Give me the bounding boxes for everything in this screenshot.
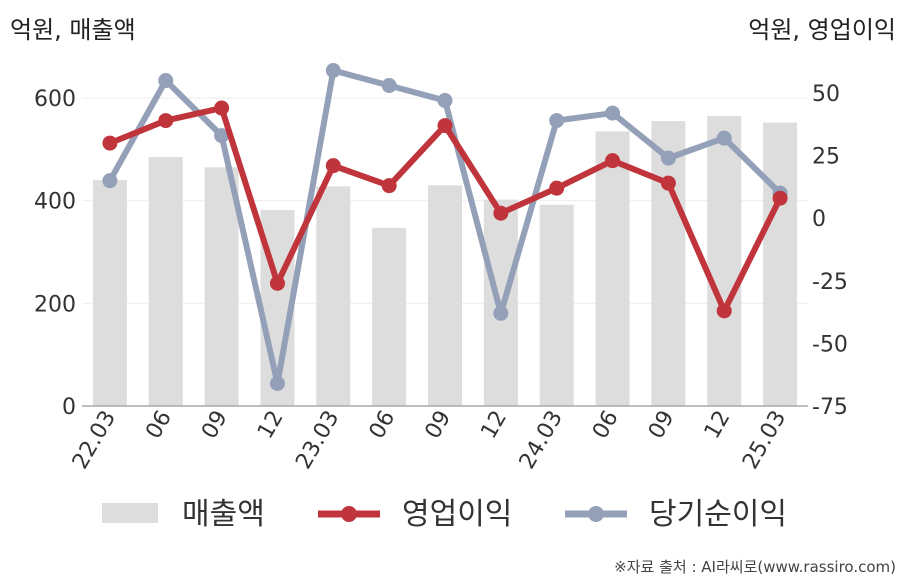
revenue-bar: [651, 121, 686, 406]
right-axis-unit: 억원, 영업이익: [748, 16, 896, 44]
x-tick-label: 12: [253, 407, 289, 444]
net-profit-point: [381, 78, 397, 94]
right-tick-label: 0: [812, 207, 826, 232]
operating-profit-point: [269, 275, 285, 291]
net-profit-point: [437, 93, 453, 109]
legend-label-operating: 영업이익: [402, 497, 512, 532]
legend-marker-net: [588, 506, 604, 522]
x-tick-label: 09: [197, 407, 233, 444]
net-profit-point: [158, 73, 174, 89]
net-profit-point: [660, 150, 676, 166]
net-profit-point: [716, 130, 732, 146]
x-tick-label: 12: [700, 407, 736, 444]
right-tick-label: 50: [812, 82, 840, 107]
operating-profit-point: [214, 100, 230, 116]
operating-profit-point: [158, 113, 174, 129]
operating-profit-point: [381, 178, 397, 194]
revenue-bars: [92, 115, 798, 406]
source-credit: ※자료 출처 : AI라씨로(www.rassiro.com): [614, 558, 896, 576]
x-tick-label: 06: [365, 407, 401, 444]
net-profit-point: [493, 305, 509, 321]
legend-label-net: 당기순이익: [649, 497, 787, 532]
right-tick-label: -75: [812, 395, 848, 420]
left-axis-unit: 억원, 매출액: [10, 16, 136, 44]
x-tick-label: 25.03: [738, 407, 791, 474]
net-profit-point: [102, 173, 118, 189]
revenue-bar: [92, 180, 127, 406]
net-profit-point: [325, 63, 341, 79]
legend-label-revenue: 매출액: [182, 497, 265, 532]
revenue-bar: [763, 122, 798, 406]
operating-profit-point: [772, 190, 788, 206]
revenue-bar: [595, 131, 630, 406]
operating-profit-point: [716, 303, 732, 319]
revenue-bar: [372, 227, 407, 406]
left-tick-label: 200: [34, 292, 76, 317]
right-tick-label: -50: [812, 332, 848, 357]
revenue-bar: [204, 167, 239, 406]
revenue-bar: [707, 115, 742, 406]
left-axis-ticks: 0 200 400 600: [34, 87, 76, 420]
operating-profit-point: [493, 205, 509, 221]
x-tick-label: 24.03: [515, 407, 568, 474]
operating-profit-point: [660, 175, 676, 191]
net-profit-point: [549, 113, 565, 129]
left-tick-label: 600: [34, 87, 76, 112]
legend-swatch-revenue: [102, 503, 158, 523]
legend-marker-operating: [341, 506, 357, 522]
revenue-bar: [316, 186, 351, 406]
x-tick-label: 23.03: [291, 407, 344, 474]
x-tick-label: 12: [476, 407, 512, 444]
right-axis-ticks: 50 25 0 -25 -50 -75: [812, 82, 848, 420]
operating-profit-point: [605, 153, 621, 169]
right-tick-label: 25: [812, 145, 840, 170]
net-profit-point: [269, 375, 285, 391]
net-profit-point: [214, 128, 230, 144]
x-tick-label: 09: [421, 407, 457, 444]
revenue-bar: [428, 185, 462, 406]
left-tick-label: 400: [34, 190, 76, 215]
x-tick-label: 06: [588, 407, 624, 444]
net-profit-point: [605, 105, 621, 121]
x-axis-ticks: 22.03 06 09 12 23.03 06 09 12 24.03 06 09 12 25.03: [68, 407, 791, 474]
right-tick-label: -25: [812, 270, 848, 295]
profit-lines: [102, 63, 788, 391]
operating-profit-point: [102, 135, 118, 151]
operating-profit-point: [437, 118, 453, 134]
revenue-bar: [148, 157, 183, 406]
x-tick-label: 06: [141, 407, 177, 444]
operating-profit-point: [549, 180, 565, 196]
revenue-bar: [539, 204, 574, 406]
left-tick-label: 0: [62, 395, 76, 420]
legend: 매출액 영업이익 당기순이익: [102, 497, 787, 532]
operating-profit-point: [325, 158, 341, 174]
x-tick-label: 09: [644, 407, 680, 444]
